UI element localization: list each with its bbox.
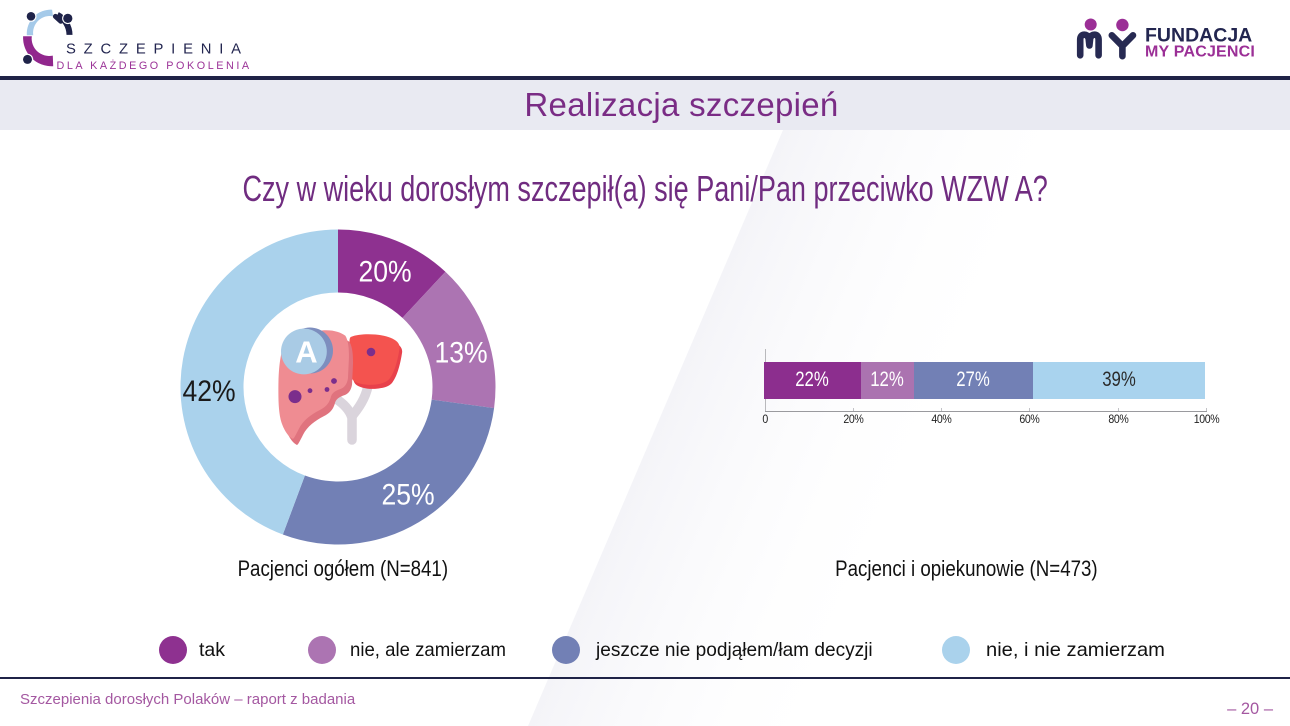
- svg-text:FUNDACJA: FUNDACJA: [1145, 25, 1252, 47]
- svg-text:MY PACJENCI: MY PACJENCI: [1145, 43, 1255, 60]
- svg-text:13%: 13%: [434, 336, 487, 369]
- svg-text:25%: 25%: [381, 478, 434, 511]
- svg-text:20%: 20%: [358, 255, 411, 288]
- svg-text:A: A: [295, 335, 317, 370]
- svg-text:42%: 42%: [182, 375, 235, 408]
- svg-text:DLA KAŻDEGO POKOLENIA: DLA KAŻDEGO POKOLENIA: [57, 59, 252, 72]
- svg-text:SZCZEPIENIA: SZCZEPIENIA: [66, 42, 249, 58]
